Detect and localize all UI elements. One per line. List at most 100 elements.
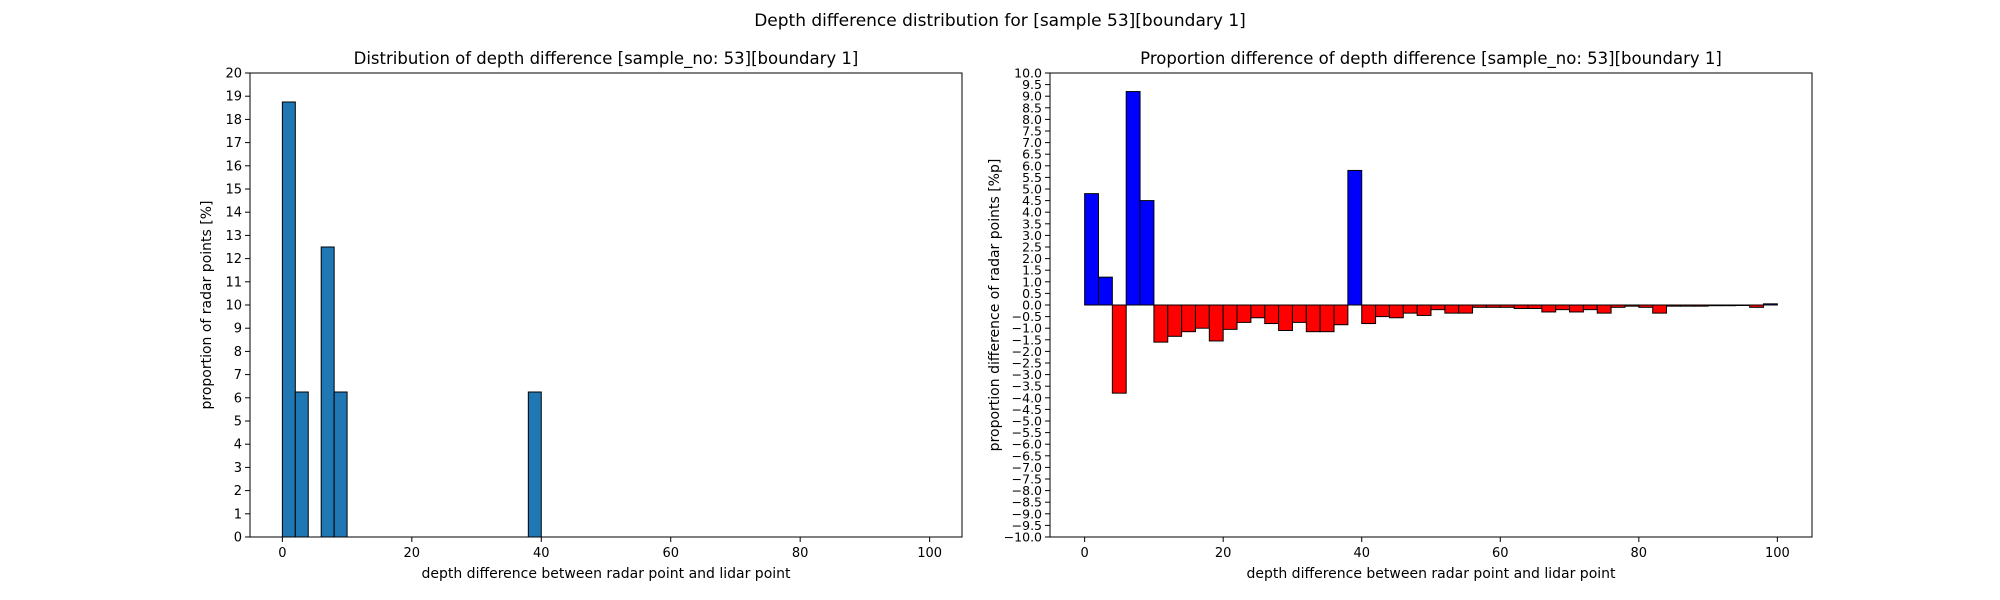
- y-tick-label: −4.0: [1012, 390, 1042, 405]
- x-axis-label-right: depth difference between radar point and…: [1246, 566, 1616, 582]
- y-tick-label: 14: [225, 206, 242, 221]
- x-tick-label: 20: [1215, 546, 1232, 561]
- bar: [1347, 169, 1363, 306]
- bar: [1416, 304, 1432, 316]
- chart-right-difference: 0 20 40 60 80 100 −10.0−9.5−9.0−8.5−8.0−7.5−7.…: [987, 49, 1813, 582]
- y-tick-label: −3.0: [1012, 367, 1042, 382]
- y-tick-label: −1.5: [1012, 332, 1042, 347]
- bar: [1513, 304, 1529, 309]
- y-tick-label: −0.5: [1012, 309, 1042, 324]
- y-tick-label: 2: [234, 484, 242, 499]
- chart-title-left: Distribution of depth difference [sample…: [354, 49, 859, 69]
- bars-left: [281, 101, 542, 538]
- y-tick-label: 5.5: [1022, 170, 1042, 185]
- y-tick-label: −6.0: [1012, 437, 1042, 452]
- y-tick-label: 11: [225, 275, 242, 290]
- x-tick-label: 0: [1080, 546, 1088, 561]
- bar: [1291, 304, 1307, 323]
- y-tick-label: 6.5: [1022, 147, 1042, 162]
- y-tick-label: −2.0: [1012, 344, 1042, 359]
- y-tick-label: 15: [225, 183, 242, 198]
- y-tick-label: 7: [234, 368, 242, 383]
- y-tick-label: −8.0: [1012, 483, 1042, 498]
- y-tick-label: 10.0: [1014, 66, 1042, 81]
- y-tick-label: 19: [225, 90, 242, 105]
- x-ticks-right: 0 20 40 60 80 100: [1080, 537, 1790, 561]
- bar: [1596, 304, 1612, 314]
- x-tick-label: 60: [1492, 546, 1509, 561]
- y-tick-label: 7.5: [1022, 124, 1042, 139]
- bar: [1555, 304, 1571, 311]
- y-tick-label: 9.5: [1022, 77, 1042, 92]
- x-ticks-left: 0 20 40 60 80 100: [278, 537, 942, 561]
- bar: [1527, 304, 1543, 309]
- x-tick-label: 80: [792, 546, 809, 561]
- bar: [1139, 200, 1155, 306]
- bar: [1638, 304, 1654, 308]
- y-tick-label: 8.0: [1022, 112, 1042, 127]
- y-tick-label: 17: [225, 136, 242, 151]
- bar: [527, 391, 542, 538]
- y-tick-label: 12: [225, 252, 242, 267]
- y-tick-label: 2.5: [1022, 240, 1042, 255]
- y-axis-label-left: proportion of radar points [%]: [199, 200, 215, 409]
- bar: [1388, 304, 1404, 319]
- bar: [1194, 304, 1210, 329]
- chart-left-histogram: 0 20 40 60 80 1000123456789101112131415161718…: [199, 49, 963, 582]
- axes-frame-left: [249, 72, 963, 538]
- y-tick-label: 5.0: [1022, 182, 1042, 197]
- bar: [1610, 304, 1626, 308]
- y-tick-label: −9.0: [1012, 506, 1042, 521]
- bar: [1541, 304, 1557, 313]
- y-tick-label: 5: [234, 415, 242, 430]
- bar: [1749, 304, 1765, 308]
- bar: [1333, 304, 1349, 326]
- bar: [1125, 91, 1141, 306]
- y-tick-label: −6.5: [1012, 448, 1042, 463]
- bar: [1499, 304, 1515, 308]
- bar: [1693, 304, 1709, 307]
- bar: [1666, 304, 1681, 307]
- bar: [1181, 304, 1196, 333]
- y-tick-label: 6.0: [1022, 158, 1042, 173]
- bar: [1444, 304, 1460, 314]
- bar: [1624, 304, 1640, 307]
- bar: [1278, 304, 1293, 332]
- y-tick-label: 1: [234, 507, 242, 522]
- bar: [1375, 304, 1390, 318]
- bar: [1735, 304, 1751, 306]
- bar: [333, 391, 348, 538]
- y-tick-label: −1.0: [1012, 321, 1042, 336]
- y-tick-label: 2.0: [1022, 251, 1042, 266]
- y-tick-label: 4: [234, 438, 242, 453]
- y-tick-label: −2.5: [1012, 356, 1042, 371]
- bars-right: [1084, 91, 1778, 394]
- y-tick-label: 8: [234, 345, 242, 360]
- y-tick-label: −4.5: [1012, 402, 1042, 417]
- x-tick-label: 60: [662, 546, 679, 561]
- y-tick-label: 4.5: [1022, 193, 1042, 208]
- bar: [1402, 304, 1418, 314]
- bar: [1721, 304, 1737, 307]
- bar: [1569, 304, 1584, 313]
- y-tick-label: 3: [234, 461, 242, 476]
- bar: [1111, 304, 1127, 394]
- bar: [1153, 304, 1169, 343]
- y-tick-label: 9: [234, 322, 242, 337]
- bar: [1582, 304, 1598, 311]
- x-tick-label: 100: [917, 546, 942, 561]
- y-tick-label: 18: [225, 113, 242, 128]
- bar: [294, 391, 309, 538]
- bar: [1167, 304, 1183, 337]
- y-tick-label: 10: [225, 299, 242, 314]
- bar: [320, 246, 335, 538]
- bar: [1208, 304, 1224, 342]
- x-tick-label: 40: [1353, 546, 1370, 561]
- bar: [1084, 193, 1099, 306]
- y-tick-label: −5.0: [1012, 414, 1042, 429]
- bar: [1222, 304, 1238, 330]
- y-tick-label: 7.0: [1022, 135, 1042, 150]
- x-tick-label: 100: [1765, 546, 1790, 561]
